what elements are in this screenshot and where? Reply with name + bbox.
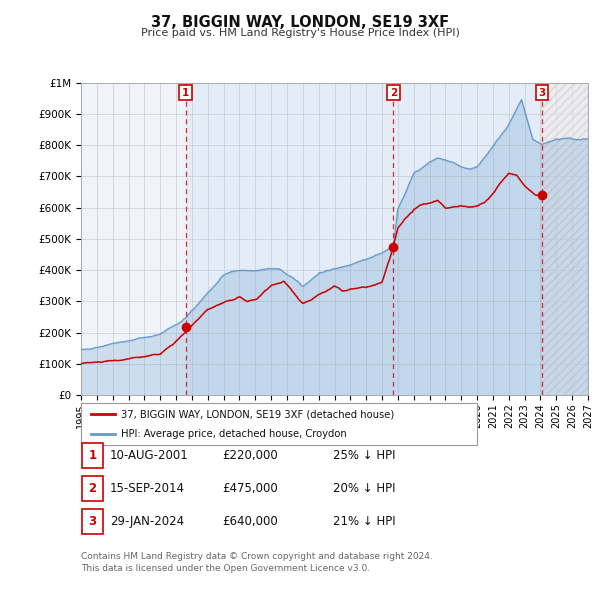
Text: Contains HM Land Registry data © Crown copyright and database right 2024.
This d: Contains HM Land Registry data © Crown c… [81,552,433,573]
Text: 2: 2 [389,87,397,97]
Text: 29-JAN-2024: 29-JAN-2024 [110,515,184,528]
Text: 21% ↓ HPI: 21% ↓ HPI [333,515,395,528]
Text: 3: 3 [538,87,545,97]
Text: 1: 1 [182,87,190,97]
Text: £220,000: £220,000 [222,449,278,462]
Text: 20% ↓ HPI: 20% ↓ HPI [333,482,395,495]
Text: 10-AUG-2001: 10-AUG-2001 [110,449,188,462]
Text: 15-SEP-2014: 15-SEP-2014 [110,482,185,495]
Text: 2: 2 [88,482,97,495]
Text: HPI: Average price, detached house, Croydon: HPI: Average price, detached house, Croy… [121,429,346,439]
Text: 25% ↓ HPI: 25% ↓ HPI [333,449,395,462]
Text: £475,000: £475,000 [222,482,278,495]
Bar [393,83,542,395]
Text: £640,000: £640,000 [222,515,278,528]
Bar [186,83,393,395]
Bar [542,83,588,395]
Text: 3: 3 [88,515,97,528]
Text: 37, BIGGIN WAY, LONDON, SE19 3XF (detached house): 37, BIGGIN WAY, LONDON, SE19 3XF (detach… [121,409,394,419]
Text: 1: 1 [88,449,97,462]
Text: 37, BIGGIN WAY, LONDON, SE19 3XF: 37, BIGGIN WAY, LONDON, SE19 3XF [151,15,449,30]
Text: Price paid vs. HM Land Registry's House Price Index (HPI): Price paid vs. HM Land Registry's House … [140,28,460,38]
